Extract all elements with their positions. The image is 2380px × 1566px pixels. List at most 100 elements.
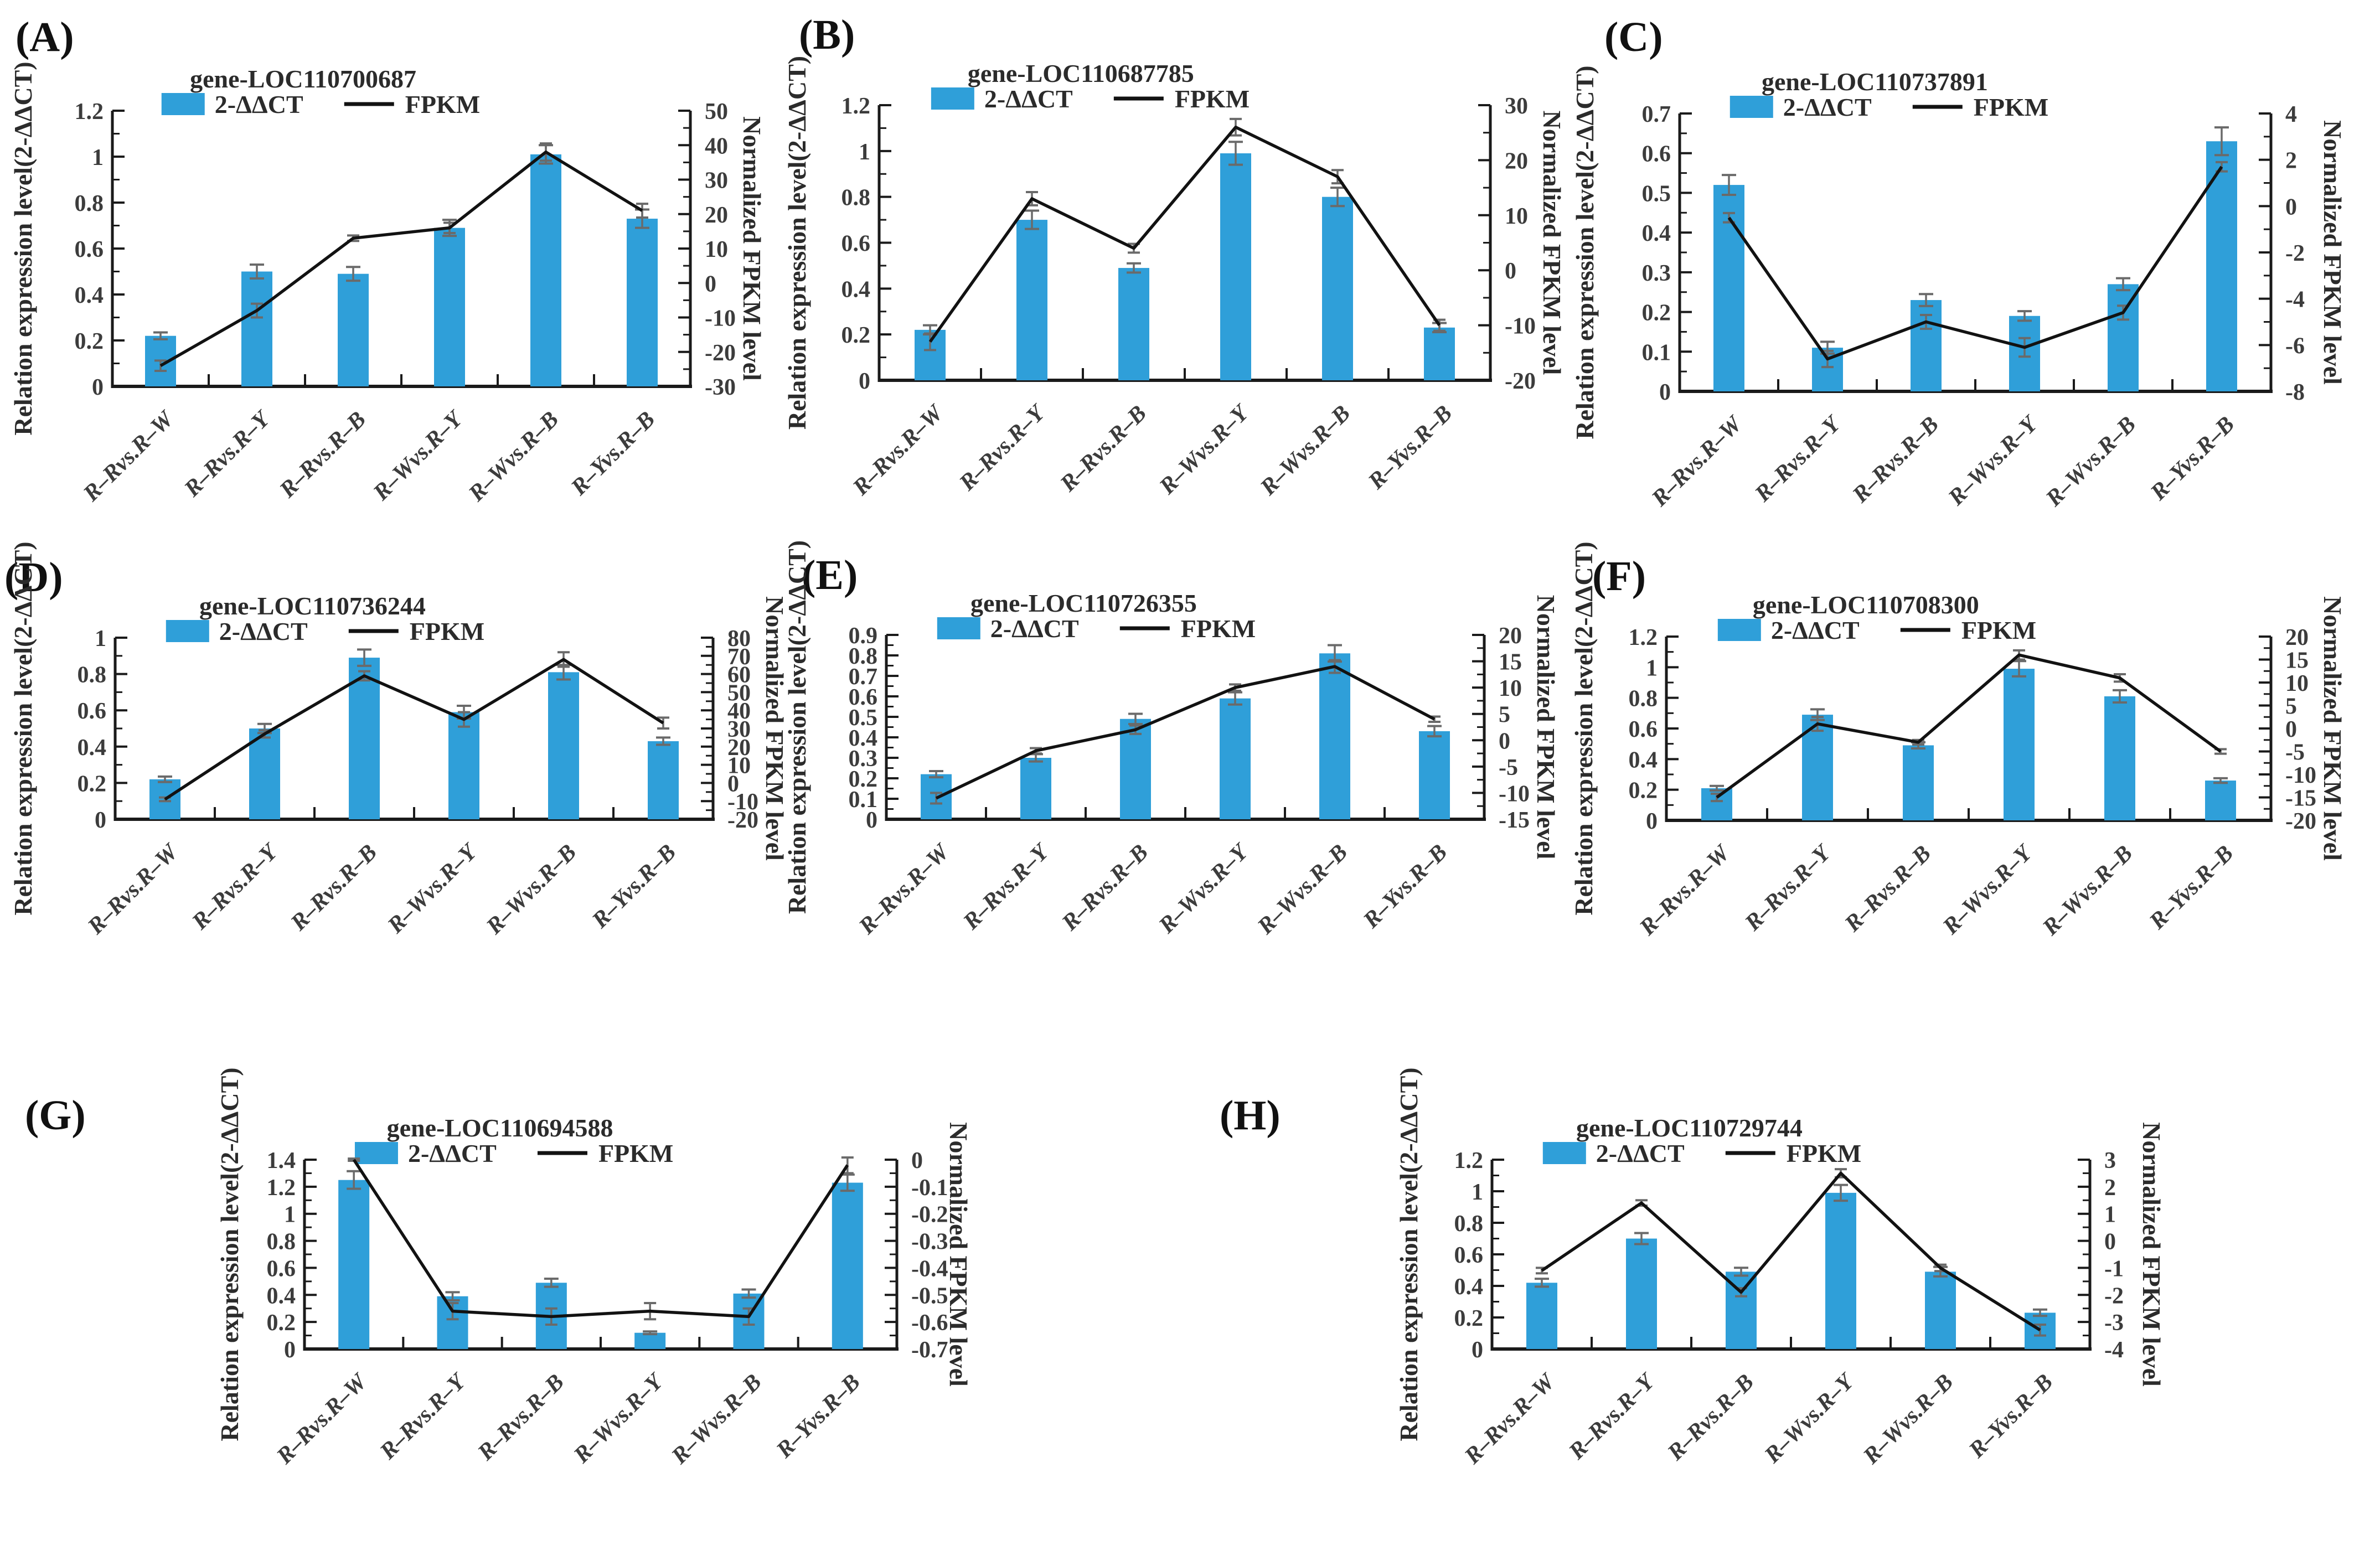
legend-line-label: FPKM [1787,1139,1861,1167]
left-tick-label: 0.6 [849,685,878,710]
left-tick-label: 0.4 [849,726,878,751]
right-tick-label: 10 [1505,204,1528,229]
x-category-label: R–Yvs.R–B [2145,412,2239,506]
chart-title: gene-LOC110737891 [1762,68,1988,96]
right-tick-label: -10 [1505,314,1536,339]
left-tick-label: 0 [859,369,870,394]
right-tick-label: -20 [2285,809,2316,834]
left-tick-label: 0.2 [75,329,104,354]
right-tick-label: 40 [705,133,728,159]
bar [1220,698,1251,819]
chart-title: gene-LOC110694588 [387,1114,613,1142]
fpkm-line [1541,1171,2041,1332]
bar [1903,745,1934,820]
left-tick-label: 0.2 [78,771,107,797]
bar [338,1180,370,1349]
x-category-label: R–Wvs.R–B [463,407,564,507]
x-category-label: R–Wvs.R–B [1858,1369,1958,1470]
bar [2108,284,2139,391]
left-tick-label: 0 [284,1337,296,1363]
bar [2206,141,2237,391]
right-tick-label: -6 [2285,333,2305,359]
left-tick-label: 0.7 [849,664,878,690]
right-axis-title: Normalized FPKM level [1538,111,1566,375]
bar [338,273,369,386]
legend-bar-label: 2-ΔΔCT [990,614,1079,643]
bar [448,712,479,819]
right-axis-title: Normalized FPKM level [761,596,789,861]
right-tick-label: -0.5 [911,1283,948,1309]
bar [1319,653,1350,819]
left-tick-label: 0.4 [1642,221,1671,246]
right-tick-label: 10 [705,237,728,262]
x-category-label: R–Rvs.R–Y [375,1368,472,1465]
chart-title: gene-LOC110687785 [968,59,1194,87]
left-tick-label: 0.4 [75,283,104,308]
bar [1925,1272,1956,1349]
bar [1322,197,1353,380]
bar [249,728,280,819]
bar [1220,153,1251,380]
legend-bar-label: 2-ΔΔCT [219,617,308,645]
x-category-label: R–Rvs.R–B [473,1369,569,1466]
right-tick-label: 50 [727,680,751,706]
legend-bar-label: 2-ΔΔCT [1783,93,1872,121]
bar [1120,719,1151,819]
legend-bar-label: 2-ΔΔCT [215,90,303,118]
left-axis-title: Relation expression level(2-ΔΔCT) [9,541,37,915]
x-category-label: R–Wvs.R–Y [368,405,469,506]
right-tick-label: 5 [2285,694,2297,720]
left-tick-label: 1.2 [841,94,871,119]
left-tick-label: 1 [95,626,106,652]
right-tick-label: 15 [2285,648,2309,674]
left-tick-label: 1.2 [267,1175,296,1201]
left-tick-label: 1.2 [75,99,104,125]
x-category-label: R–Yvs.R–B [771,1369,865,1464]
left-tick-label: 0.4 [1454,1274,1484,1300]
x-category-label: R–Rvs.R–W [82,839,184,940]
x-category-label: R–Rvs.R–B [1663,1369,1759,1466]
x-category-label: R–Rvs.R–Y [187,838,283,935]
bar [1825,1192,1856,1349]
legend-bar-label: 2-ΔΔCT [1596,1139,1685,1167]
x-category-label: R–Rvs.R–Y [1739,839,1836,936]
chart-title: gene-LOC110726355 [970,589,1197,617]
left-tick-label: 0.6 [1629,717,1658,742]
panel-letter-c: (C) [1604,14,1663,60]
left-tick-label: 1 [92,145,104,170]
left-tick-label: 0.5 [1642,181,1671,206]
right-tick-label: -20 [727,808,758,833]
left-tick-label: 0.8 [841,185,871,211]
left-tick-label: 0 [92,375,104,400]
fpkm-line [1727,166,2223,361]
bar [1911,300,1942,391]
x-category-label: R–Wvs.R–B [481,840,581,940]
right-tick-label: 1 [2104,1202,2116,1228]
right-tick-label: 50 [705,99,728,125]
x-category-label: R–Rvs.R–W [1634,840,1736,941]
right-tick-label: 0 [1499,728,1510,754]
left-tick-label: 0.5 [849,705,878,731]
right-tick-label: -0.1 [911,1175,948,1201]
x-category-label: R–Yvs.R–B [566,407,660,501]
left-axis-title: Relation expression level(2-ΔΔCT) [1395,1067,1423,1441]
left-tick-label: 0.2 [1454,1306,1484,1331]
x-category-label: R–Rvs.R–B [275,407,371,503]
left-tick-label: 0.6 [267,1256,296,1281]
x-category-label: R–Rvs.R–Y [1563,1368,1660,1465]
right-axis-title: Normalized FPKM level [2319,596,2347,861]
right-tick-label: 20 [2285,625,2309,650]
right-tick-label: 30 [1505,94,1528,119]
right-axis-title: Normalized FPKM level [2138,1122,2166,1387]
fpkm-line [352,1159,849,1319]
right-tick-label: -0.3 [911,1229,948,1255]
fpkm-line [1716,653,2222,799]
panel-letter-g: (G) [25,1092,86,1139]
legend-bar-swatch [166,620,209,642]
right-tick-label: 20 [727,735,751,761]
panel-letter-e: (E) [802,552,858,598]
left-tick-label: 0.9 [849,623,878,649]
left-tick-label: 0.2 [849,767,878,792]
